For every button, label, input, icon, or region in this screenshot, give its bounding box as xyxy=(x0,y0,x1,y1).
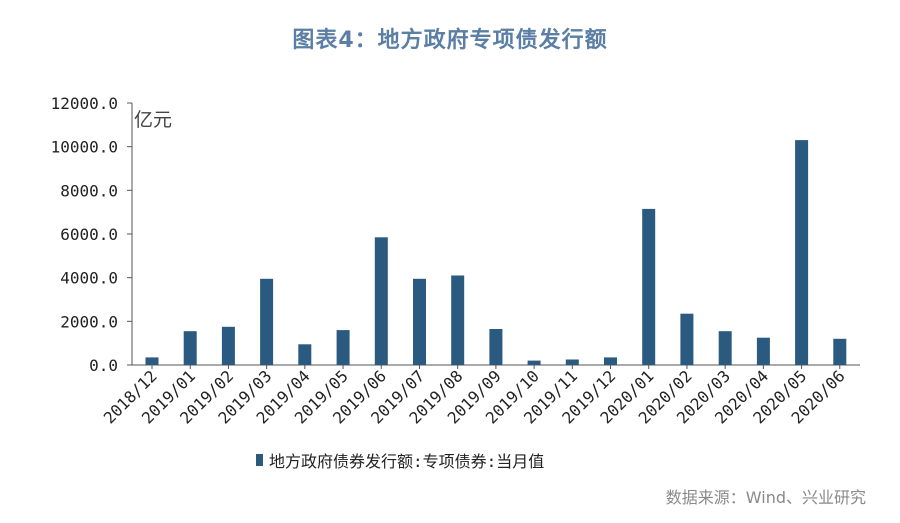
y-tick-label: 4000.0 xyxy=(60,269,118,288)
legend-label: 地方政府债券发行额:专项债券:当月值 xyxy=(269,452,545,471)
bar xyxy=(221,326,235,365)
bar xyxy=(336,330,350,365)
bar xyxy=(756,337,770,365)
y-tick-label: 10000.0 xyxy=(51,138,118,157)
bar xyxy=(298,344,312,365)
bar xyxy=(489,329,503,365)
bar xyxy=(795,140,809,365)
bar xyxy=(604,357,617,365)
bar xyxy=(145,357,159,365)
y-tick-label: 2000.0 xyxy=(60,312,118,331)
source-note: 数据来源：Wind、兴业研究 xyxy=(665,488,866,507)
bar xyxy=(183,331,197,365)
y-tick-label: 8000.0 xyxy=(60,181,118,200)
y-axis-unit-label: 亿元 xyxy=(134,109,172,131)
bar xyxy=(565,359,579,365)
bar xyxy=(260,278,274,365)
bar xyxy=(527,360,541,365)
bar xyxy=(451,275,465,365)
bar xyxy=(833,338,847,365)
legend-swatch xyxy=(256,454,263,466)
y-tick-label: 12000.0 xyxy=(51,94,118,113)
bar xyxy=(413,278,426,365)
bar xyxy=(680,313,694,365)
y-tick-label: 6000.0 xyxy=(60,225,118,244)
y-tick-label: 0.0 xyxy=(89,356,118,375)
bar xyxy=(718,331,732,365)
chart-title: 图表4：地方政府专项债发行额 xyxy=(292,28,608,53)
legend: 地方政府债券发行额:专项债券:当月值 xyxy=(256,448,544,472)
bar xyxy=(374,237,388,365)
bar xyxy=(642,208,656,365)
